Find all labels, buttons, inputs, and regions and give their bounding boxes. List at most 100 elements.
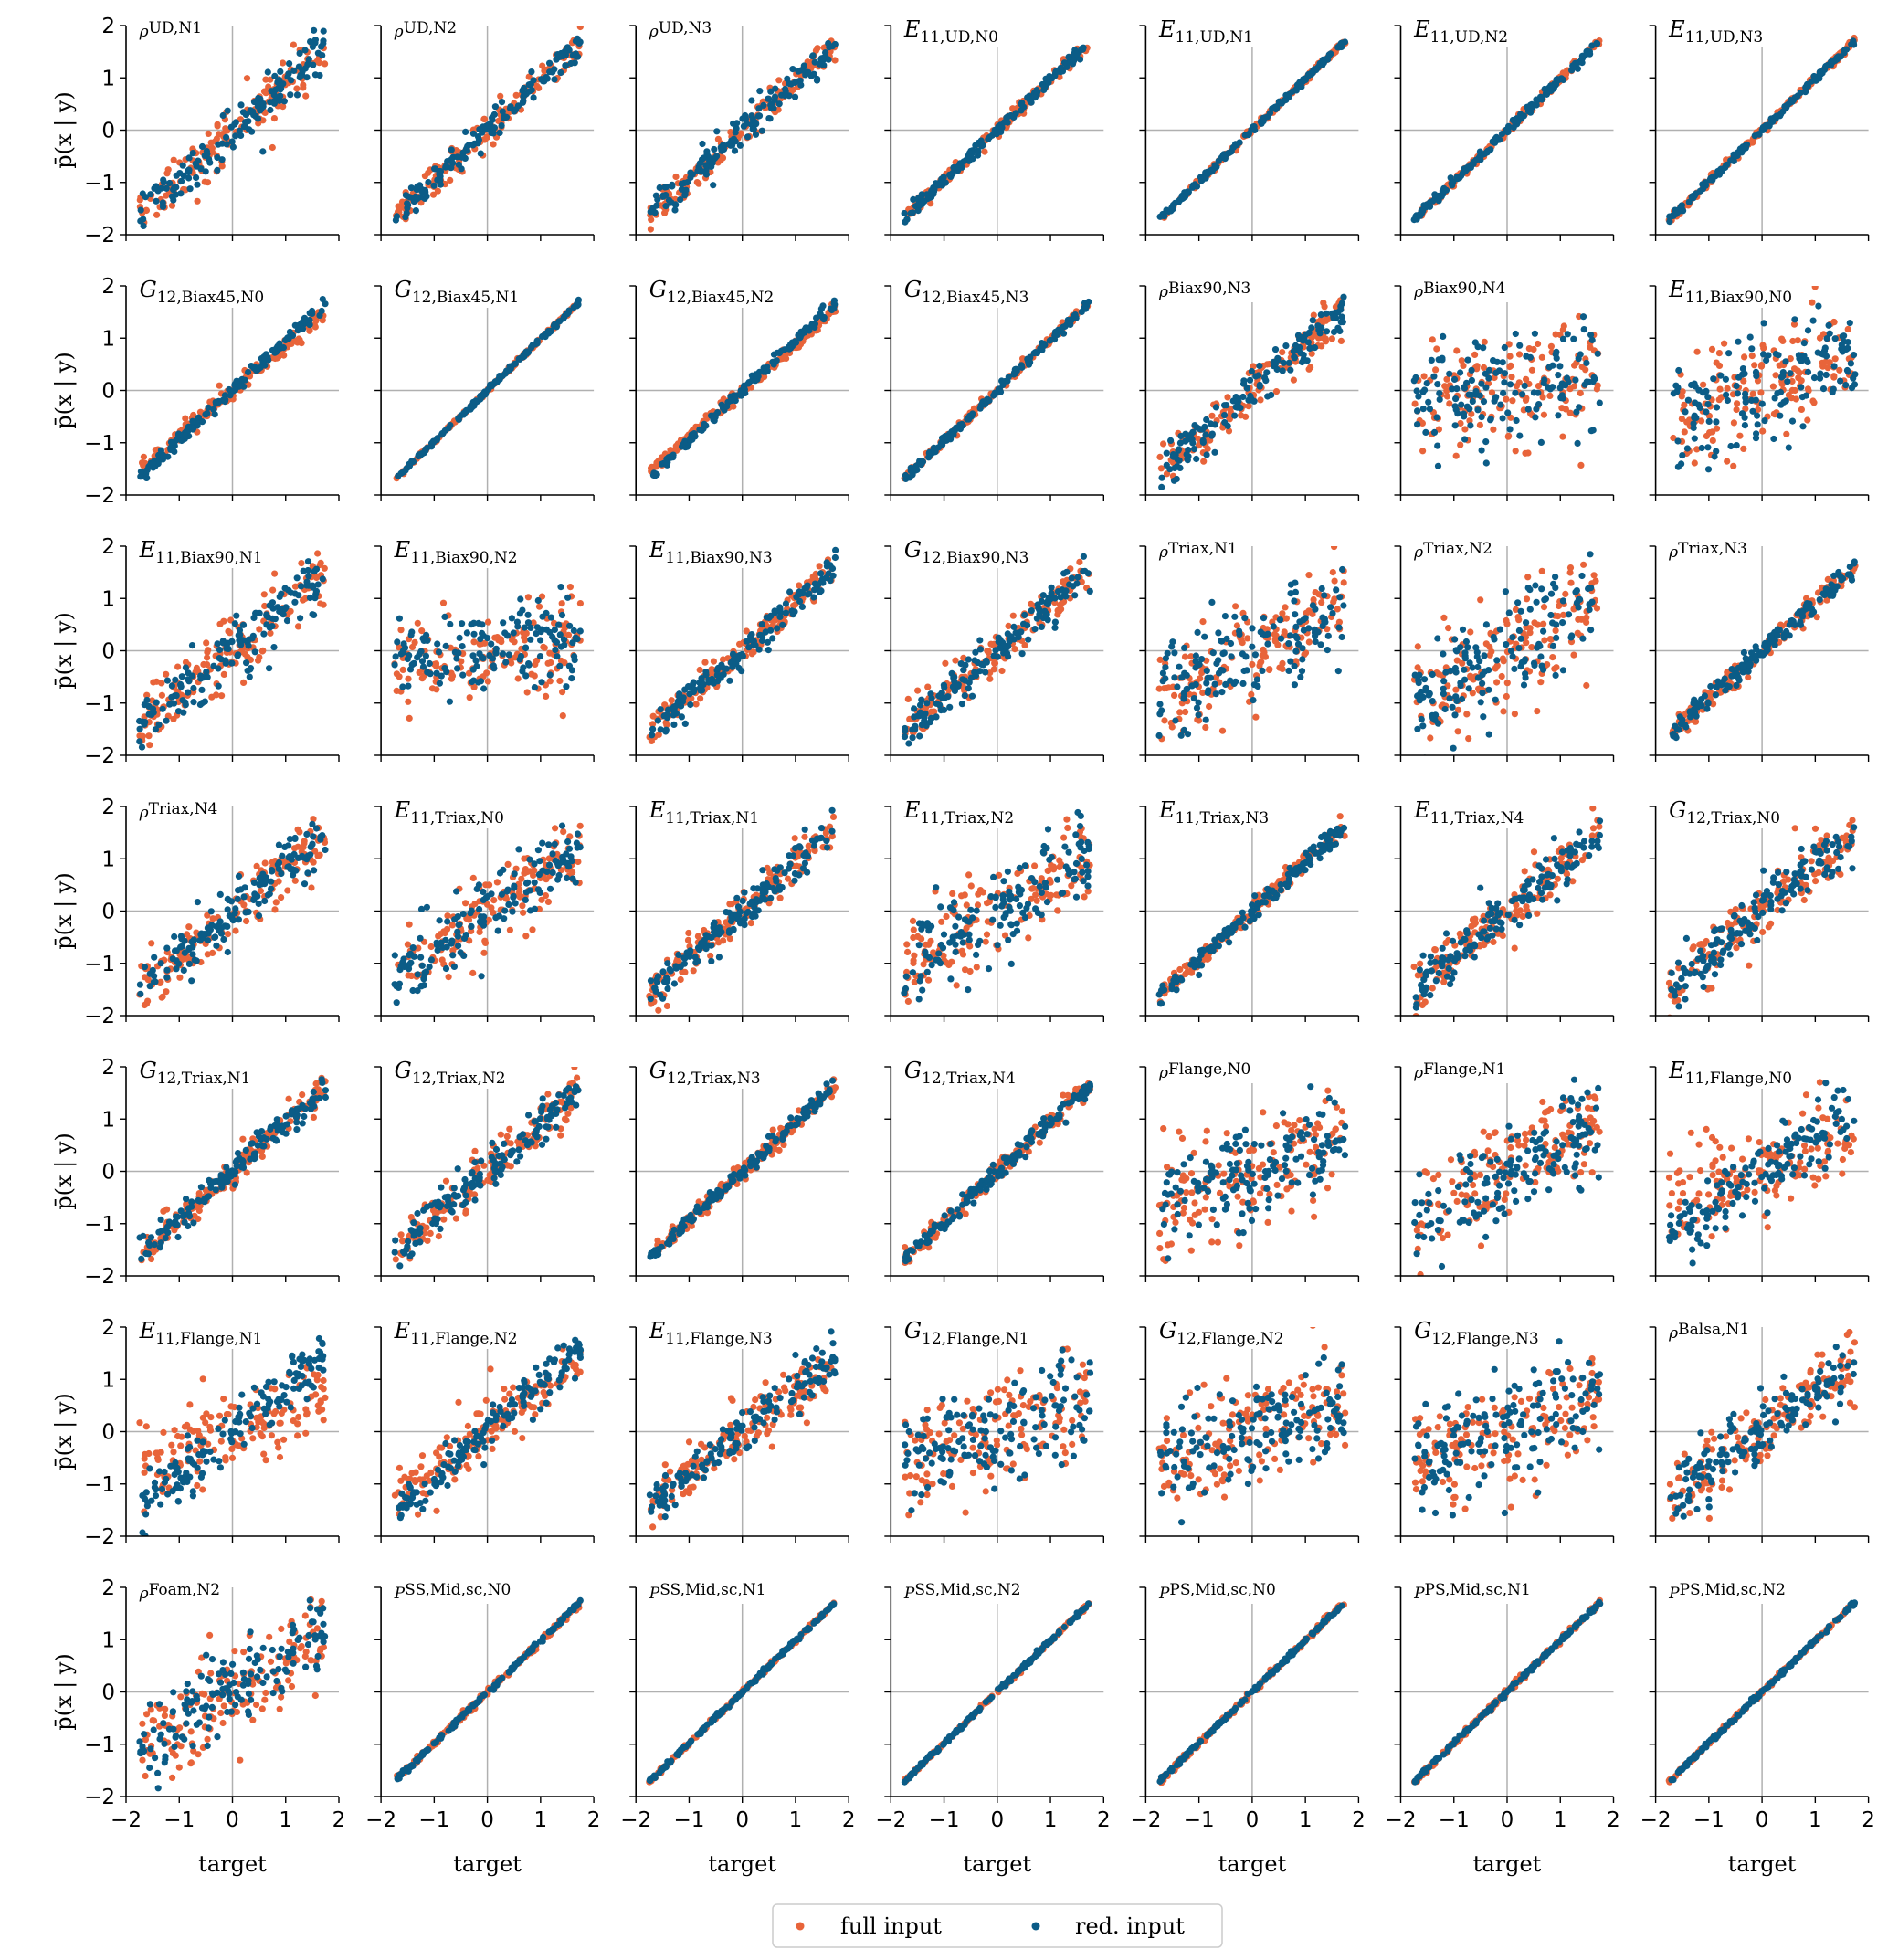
red-input-point (1819, 351, 1827, 358)
red-input-point (1426, 406, 1433, 413)
full-input-point (142, 206, 150, 215)
panel-title-background (1664, 276, 1797, 308)
full-input-point (1322, 338, 1330, 345)
full-input-point (1528, 366, 1535, 374)
red-input-point (264, 68, 271, 76)
red-input-point (1848, 41, 1855, 48)
red-input-point (1760, 351, 1767, 358)
red-input-point (569, 639, 576, 647)
full-input-point (495, 637, 502, 644)
red-input-point (167, 446, 174, 453)
red-input-point (1428, 356, 1435, 364)
red-input-point (949, 170, 956, 177)
full-input-point (428, 685, 437, 692)
full-input-point (1488, 389, 1496, 396)
red-input-point (1825, 321, 1832, 329)
panel-title: E11,UD,N1 (1158, 16, 1253, 47)
red-input-point (1272, 103, 1280, 111)
full-input-point (1279, 349, 1286, 356)
red-input-point (928, 190, 936, 197)
red-input-point (182, 664, 189, 671)
red-input-point (474, 397, 481, 405)
red-input-point (1734, 149, 1742, 156)
y-tick-label: 0 (101, 380, 115, 404)
red-input-point (1753, 373, 1760, 380)
red-input-point (649, 471, 658, 479)
full-input-point (559, 712, 566, 720)
red-input-point (1304, 339, 1312, 346)
red-input-point (437, 177, 444, 184)
red-input-point (1255, 372, 1262, 379)
red-input-point (231, 620, 238, 627)
full-input-point (546, 649, 554, 657)
red-input-point (800, 62, 807, 69)
red-input-point (809, 52, 817, 59)
red-input-point (269, 615, 277, 622)
red-input-point (1698, 444, 1705, 452)
red-input-point (678, 180, 685, 187)
red-input-point (1741, 422, 1748, 429)
red-input-point (153, 699, 160, 706)
full-input-point (1443, 387, 1450, 395)
full-input-point (1226, 416, 1233, 423)
red-input-point (278, 85, 285, 92)
title-symbol: E (139, 537, 156, 563)
full-input-point (480, 136, 488, 143)
red-input-point (1413, 387, 1420, 395)
red-input-point (1423, 380, 1430, 387)
full-input-point (215, 131, 223, 138)
red-input-point (991, 129, 998, 136)
red-input-point (1291, 354, 1298, 362)
red-input-point (137, 206, 144, 214)
full-input-point (1741, 353, 1748, 361)
full-input-point (1730, 462, 1737, 469)
red-input-point (572, 52, 579, 59)
panel-title-background (1154, 16, 1257, 47)
red-input-point (1482, 384, 1490, 391)
full-input-point (1512, 448, 1519, 455)
red-input-point (1472, 387, 1480, 395)
full-input-point (466, 694, 473, 701)
red-input-point (1739, 365, 1746, 373)
full-input-point (812, 47, 820, 55)
red-input-point (491, 103, 500, 111)
red-input-point (438, 430, 446, 437)
red-input-point (314, 581, 322, 588)
red-input-point (1565, 378, 1572, 385)
red-input-point (280, 98, 288, 105)
red-input-point (498, 99, 506, 106)
red-input-point (311, 595, 319, 602)
red-input-point (155, 721, 163, 729)
full-input-point (293, 85, 301, 92)
red-input-point (455, 161, 462, 168)
full-input-point (1790, 321, 1798, 328)
red-input-point (527, 80, 534, 88)
red-input-point (1830, 58, 1837, 66)
red-input-point (1841, 332, 1848, 340)
red-input-point (1559, 335, 1567, 342)
red-input-point (430, 182, 438, 189)
red-input-point (1837, 377, 1844, 385)
red-input-point (808, 321, 816, 328)
red-input-point (403, 209, 410, 216)
title-symbol: E (903, 16, 921, 42)
red-input-point (562, 62, 569, 69)
full-input-point (1783, 430, 1790, 437)
full-input-point (1562, 406, 1569, 413)
red-input-point (145, 702, 153, 711)
full-input-point (1758, 362, 1766, 369)
full-input-point (556, 677, 564, 685)
red-input-point (1594, 40, 1601, 47)
red-input-point (1170, 453, 1177, 460)
red-input-point (1691, 412, 1698, 419)
red-input-point (1446, 370, 1453, 377)
red-input-point (1537, 438, 1545, 446)
red-input-point (506, 366, 513, 374)
full-input-point (1157, 465, 1165, 472)
title-symbol-subscript: 12 (667, 289, 687, 307)
red-input-point (284, 73, 291, 80)
red-input-point (1581, 52, 1588, 59)
full-input-point (1772, 372, 1779, 379)
red-input-point (1419, 206, 1427, 214)
red-input-point (152, 726, 159, 733)
